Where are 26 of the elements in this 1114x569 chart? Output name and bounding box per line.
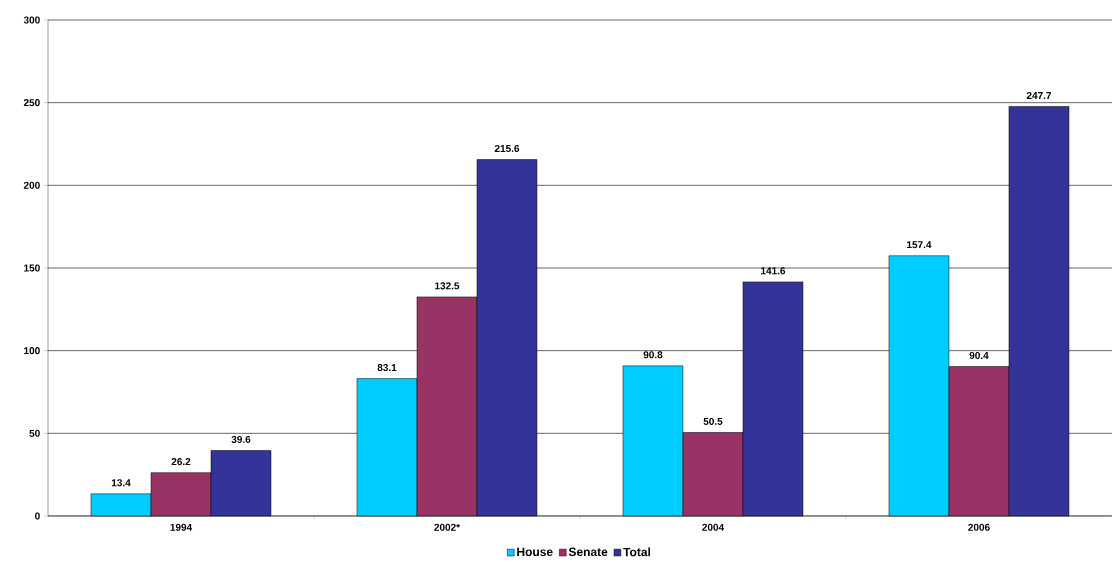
- data-label: 247.7: [1026, 91, 1052, 99]
- x-tick-label: 2006: [968, 523, 990, 531]
- x-tick-label: 1994: [170, 523, 193, 531]
- data-label: 90.4: [969, 351, 989, 359]
- data-label: 157.4: [907, 241, 932, 249]
- y-tick-label: 150: [24, 264, 40, 272]
- data-label: 50.5: [703, 417, 723, 425]
- y-tick-label: 50: [29, 429, 40, 437]
- data-label: 90.8: [643, 351, 663, 359]
- y-tick-label: 250: [23, 99, 40, 107]
- y-tick-label: 300: [23, 16, 40, 24]
- data-label: 83.1: [377, 363, 397, 372]
- legend-label: Senate: [568, 547, 608, 557]
- data-label: 39.6: [231, 435, 251, 443]
- data-label: 215.6: [494, 144, 520, 152]
- x-tick-label: 2004: [702, 523, 725, 531]
- data-label: 141.6: [761, 267, 786, 275]
- x-tick-label: 2002*: [434, 523, 461, 531]
- data-label: 13.4: [111, 479, 131, 487]
- legend-label: House: [517, 547, 553, 557]
- legend-label: Total: [623, 547, 651, 557]
- data-label: 132.5: [435, 282, 460, 290]
- y-tick-label: 200: [23, 181, 40, 189]
- data-label: 26.2: [171, 458, 191, 466]
- y-tick-label: 100: [24, 347, 40, 355]
- y-tick-label: 0: [35, 512, 40, 520]
